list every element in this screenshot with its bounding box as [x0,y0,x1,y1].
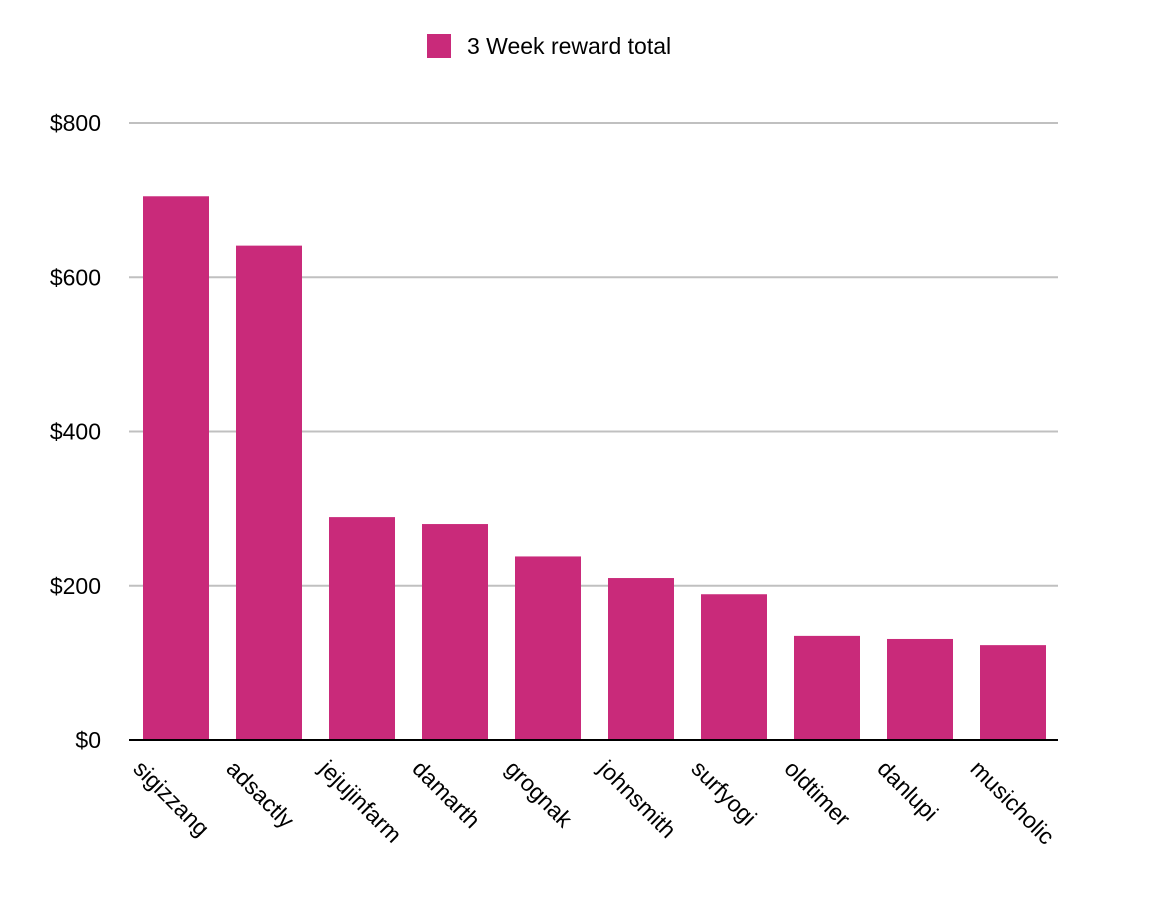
x-tick-label: sigizzang [128,755,214,841]
x-tick-label: damarth [407,755,485,833]
bar-adsactly [236,245,302,740]
y-tick-label: $600 [50,264,101,290]
x-tick-label: musicholic [965,755,1059,849]
bar-damarth [422,524,488,740]
bars [143,196,1046,741]
x-axis-tick-labels: sigizzang adsactly jejujinfarm damarth grogn… [128,754,1059,849]
y-tick-label: $0 [75,727,101,753]
y-axis-tick-labels: $0 $200 $400 $600 $800 [50,110,101,753]
bar-danlupi [887,638,953,740]
bar-jejujinfarm [329,517,395,740]
x-tick-label: surfyogi [686,755,761,830]
x-tick-label: johnsmith [593,754,682,843]
y-tick-label: $400 [50,419,101,445]
x-tick-label: jejujinfarm [314,754,407,847]
bar-johnsmith [608,578,674,740]
x-tick-label: danlupi [872,755,943,826]
x-tick-label: adsactly [221,755,299,833]
legend-swatch [427,34,451,58]
x-tick-label: oldtimer [779,755,855,831]
legend: 3 Week reward total [427,33,671,59]
bar-oldtimer [794,635,860,740]
y-tick-label: $200 [50,573,101,599]
bar-surfyogi [701,594,767,740]
y-tick-label: $800 [50,110,101,136]
x-tick-label: grognak [500,755,578,833]
bar-sigizzang [143,196,209,741]
legend-label: 3 Week reward total [467,33,671,59]
bar-musicholic [980,645,1046,740]
bar-grognak [515,556,581,740]
